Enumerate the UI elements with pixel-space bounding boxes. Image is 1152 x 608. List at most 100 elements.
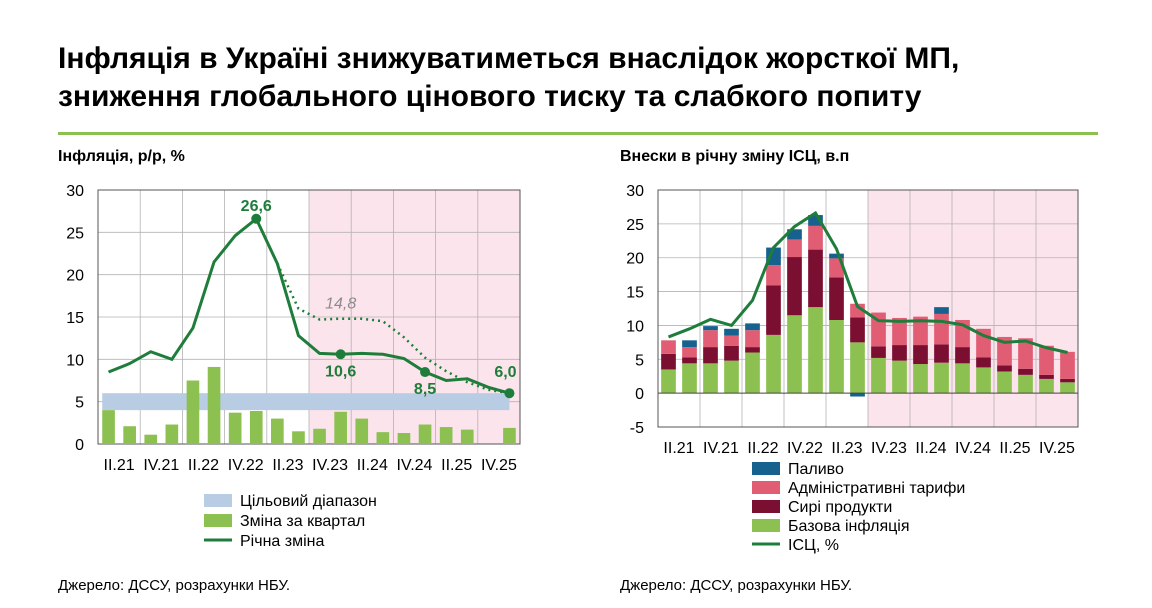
right-bar-fuel: [703, 326, 718, 331]
right-bar-tariffs: [997, 336, 1012, 366]
right-bar-raw-food: [787, 257, 802, 316]
left-quarterly-bar: [334, 411, 347, 444]
title-divider: [58, 132, 1098, 135]
right-bar-core: [661, 369, 676, 394]
right-bar-raw-food: [682, 357, 697, 364]
left-y-tick-label: 20: [66, 268, 84, 285]
right-bar-core: [766, 334, 781, 394]
left-x-tick-label: II.25: [441, 457, 472, 474]
right-bar-raw-food: [703, 347, 718, 364]
right-bar-core: [871, 357, 886, 394]
right-bar-core: [934, 362, 949, 394]
left-x-tick-label: IV.24: [397, 457, 433, 474]
right-cpi-line: [667, 210, 1068, 354]
right-chart-subtitle: Внески в річну зміну ІСЦ, в.п: [620, 148, 850, 165]
right-bar-raw-food: [808, 249, 823, 308]
right-bar-core: [1039, 378, 1054, 394]
right-bar-core: [829, 320, 844, 394]
left-annotation-marker: [420, 367, 431, 378]
left-quarterly-bar: [397, 432, 411, 444]
right-bar-raw-food: [892, 345, 907, 361]
left-annotation-marker: [251, 213, 262, 224]
left-quarterly-bar: [144, 434, 158, 444]
right-bar-tariffs: [787, 239, 802, 258]
left-quarterly-bar: [249, 410, 263, 444]
legend-swatch-target: [204, 494, 232, 507]
left-quarterly-bar: [439, 427, 453, 444]
left-target-band: [102, 393, 510, 411]
legend-swatch-core: [752, 519, 780, 532]
right-bar-core: [745, 352, 760, 394]
left-quarterly-bar: [355, 418, 369, 444]
right-bar-raw-food: [829, 277, 844, 321]
right-bar-raw-food: [850, 317, 865, 343]
left-x-tick-label: IV.22: [228, 457, 264, 474]
title-line-1: Інфляція в Україні знижуватиметься внасл…: [58, 42, 960, 75]
right-bar-raw-food: [1060, 378, 1075, 383]
left-y-tick-label: 30: [66, 183, 84, 200]
legend-label-core: Базова інфляція: [788, 518, 910, 535]
legend-label-quarterly: Зміна за квартал: [240, 513, 365, 530]
right-bar-raw-food: [955, 347, 970, 364]
left-x-tick-label: II.22: [188, 457, 219, 474]
left-plot-frame: [97, 189, 521, 445]
left-quarterly-bar: [207, 366, 221, 444]
right-bar-raw-food: [871, 346, 886, 358]
left-annotation-marker: [335, 349, 346, 360]
right-bar-raw-food: [745, 347, 760, 353]
right-bar-tariffs: [682, 347, 697, 358]
left-x-tick-label: IV.23: [312, 457, 348, 474]
left-chart-source: Джерело: ДССУ, розрахунки НБУ.: [58, 577, 291, 594]
right-y-tick-label: 0: [635, 386, 644, 403]
left-quarterly-bar: [123, 426, 136, 444]
left-scenario-line: [276, 263, 510, 395]
legend-swatch-quarterly: [204, 514, 232, 527]
right-bar-core: [703, 363, 718, 394]
right-bar-core: [997, 371, 1012, 394]
right-chart-source: Джерело: ДССУ, розрахунки НБУ.: [620, 577, 853, 594]
left-quarterly-bar: [228, 412, 242, 444]
right-bar-raw-food: [1039, 374, 1054, 379]
left-quarterly-bar: [292, 431, 305, 444]
title-line-2: зниження глобального цінового тиску та с…: [58, 80, 922, 113]
left-quarterly-bar: [460, 429, 474, 444]
left-y-tick-label: 0: [75, 437, 84, 454]
right-bar-tariffs: [913, 316, 928, 346]
right-y-tick-label: 25: [626, 217, 644, 234]
legend-label-annual: Річна зміна: [240, 533, 324, 550]
right-x-tick-label: II.22: [747, 440, 778, 457]
left-quarterly-bar: [186, 380, 200, 444]
right-bar-raw-food: [997, 365, 1012, 372]
left-quarterly-bar: [102, 410, 115, 444]
left-quarterly-bar: [418, 424, 432, 444]
right-bar-raw-food: [976, 357, 991, 368]
legend-swatch-raw-food: [752, 500, 780, 513]
right-bar-raw-food: [766, 285, 781, 335]
left-y-tick-label: 10: [66, 352, 84, 369]
left-y-tick-label: 5: [75, 395, 84, 412]
left-annotation-marker: [504, 388, 515, 399]
right-bar-raw-food: [934, 344, 949, 363]
legend-label-target: Цільовий діапазон: [240, 493, 377, 510]
left-quarterly-bar: [503, 427, 516, 444]
left-quarterly-bar: [313, 428, 326, 444]
page-title: Інфляція в Україні знижуватиметься внасл…: [58, 40, 1118, 116]
left-annotation-label: 8,5: [414, 381, 436, 398]
left-y-tick-label: 15: [66, 310, 84, 327]
right-bar-tariffs: [1060, 351, 1075, 379]
right-bar-raw-food: [661, 353, 676, 370]
right-bar-tariffs: [745, 330, 760, 348]
left-quarterly-bar: [165, 424, 179, 444]
right-x-tick-label: II.24: [915, 440, 946, 457]
right-x-tick-label: IV.23: [871, 440, 907, 457]
right-bar-core: [955, 363, 970, 394]
right-bar-tariffs: [724, 335, 739, 346]
right-y-tick-label: 30: [626, 183, 644, 200]
left-x-tick-label: II.24: [357, 457, 388, 474]
left-x-tick-label: II.21: [104, 457, 135, 474]
right-x-tick-label: II.23: [831, 440, 862, 457]
right-y-tick-label: 5: [635, 352, 644, 369]
right-bar-fuel: [808, 215, 823, 226]
right-bar-raw-food: [724, 345, 739, 361]
